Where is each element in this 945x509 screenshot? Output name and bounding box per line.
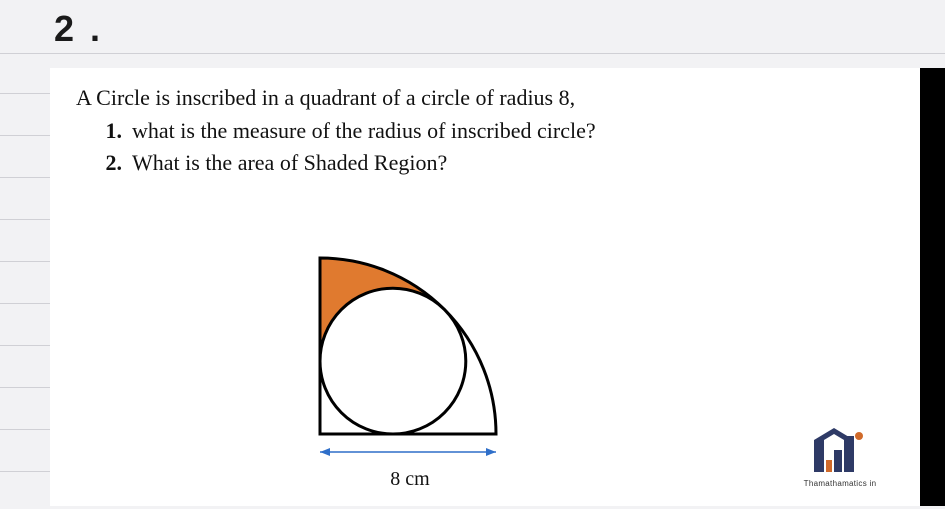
question-number: 1. [102, 118, 132, 144]
quadrant-diagram [280, 248, 540, 498]
question-text: What is the area of Shaded Region? [132, 150, 742, 176]
page-number-handwritten: 2 . [54, 8, 103, 50]
inscribed-circle [320, 288, 466, 434]
question-item: 1. what is the measure of the radius of … [102, 118, 742, 144]
right-black-bar [920, 68, 945, 506]
problem-card: A Circle is inscribed in a quadrant of a… [50, 68, 920, 506]
dimension-line [320, 448, 496, 456]
question-item: 2. What is the area of Shaded Region? [102, 150, 742, 176]
logo-caption: Thamathamatics in [800, 479, 880, 488]
geometry-figure: 8 cm [280, 248, 540, 498]
ruled-line [0, 53, 945, 54]
question-list: 1. what is the measure of the radius of … [102, 118, 742, 182]
dimension-label: 8 cm [280, 468, 540, 491]
question-text: what is the measure of the radius of ins… [132, 118, 742, 144]
logo-icon [810, 428, 870, 472]
question-number: 2. [102, 150, 132, 176]
brand-logo: Thamathamatics in [800, 428, 880, 488]
problem-statement: A Circle is inscribed in a quadrant of a… [76, 84, 856, 112]
